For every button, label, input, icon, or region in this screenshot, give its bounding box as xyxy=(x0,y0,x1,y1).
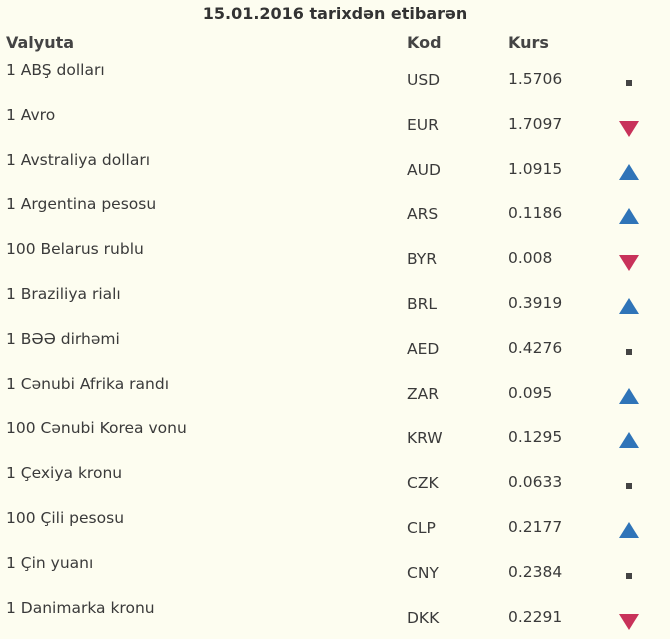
trend-up-icon xyxy=(618,160,640,182)
currency-name: 1 Avro xyxy=(6,105,56,124)
table-row: 100 Çili pesosu CLP 0.2177 xyxy=(0,504,670,549)
currency-name: 1 ABŞ dolları xyxy=(6,61,105,79)
trend-shape xyxy=(619,297,639,314)
trend-shape xyxy=(619,163,639,180)
trend-shape xyxy=(626,572,632,579)
trend-unchanged-icon xyxy=(618,339,640,361)
trend-up-icon xyxy=(618,384,640,406)
trend-shape xyxy=(619,432,639,449)
currency-code: ARS xyxy=(407,205,439,224)
trend-shape xyxy=(626,80,632,86)
table-row: 1 Danimarka kronu DKK 0.2291 xyxy=(0,594,670,639)
trend-shape xyxy=(619,521,639,538)
table-row: 1 Argentina pesosu ARS 0.1186 xyxy=(0,190,670,235)
table-row: 1 BƏƏ dirhəmi AED 0.4276 xyxy=(0,325,670,370)
currency-name: 100 Belarus rublu xyxy=(6,240,144,259)
currency-rate: 0.2177 xyxy=(508,517,563,536)
table-row: 1 Çexiya kronu CZK 0.0633 xyxy=(0,459,670,504)
trend-shape xyxy=(626,483,632,490)
currency-name: 1 Cənubi Afrika randı xyxy=(6,374,170,393)
currency-code: AED xyxy=(407,339,440,358)
trend-up-icon xyxy=(618,204,640,226)
currency-rate: 1.7097 xyxy=(508,114,563,133)
trend-shape xyxy=(619,208,639,225)
currency-rate: 0.095 xyxy=(508,383,553,402)
table-row: 100 Cənubi Korea vonu KRW 0.1295 xyxy=(0,414,670,459)
currency-rate: 1.5706 xyxy=(508,70,563,88)
currency-code: EUR xyxy=(407,115,439,134)
table-row: 1 Avstraliya dolları AUD 1.0915 xyxy=(0,146,670,191)
table-row: 1 Braziliya rialı BRL 0.3919 xyxy=(0,280,670,325)
currency-rate: 0.0633 xyxy=(508,473,563,492)
table-row: 1 ABŞ dolları USD 1.5706 xyxy=(0,56,670,101)
currency-rate: 0.3919 xyxy=(508,293,563,312)
currency-name: 1 Çexiya kronu xyxy=(6,464,123,483)
currency-code: BRL xyxy=(407,294,438,313)
table-header: Valyuta Kod Kurs xyxy=(0,33,670,55)
trend-unchanged-icon xyxy=(618,70,640,92)
currency-rate: 0.1295 xyxy=(508,428,563,447)
currency-name: 1 Çin yuanı xyxy=(6,553,94,572)
trend-unchanged-icon xyxy=(618,473,640,495)
trend-down-icon xyxy=(618,249,640,272)
column-header-code: Kod xyxy=(407,33,442,52)
trend-shape xyxy=(626,348,632,355)
column-header-currency: Valyuta xyxy=(6,33,75,52)
currency-rate: 0.1186 xyxy=(508,204,563,223)
currency-name: 100 Çili pesosu xyxy=(6,508,125,527)
column-header-rate: Kurs xyxy=(508,33,549,52)
currency-code: USD xyxy=(407,71,441,89)
trend-shape xyxy=(619,387,639,404)
currency-name: 1 Danimarka kronu xyxy=(6,598,155,617)
currency-rate: 1.0915 xyxy=(508,159,563,178)
trend-down-icon xyxy=(618,115,640,137)
currency-code: CZK xyxy=(407,474,439,493)
currency-rate: 0.4276 xyxy=(508,338,563,357)
currency-code: DKK xyxy=(407,608,440,627)
currency-code: KRW xyxy=(407,429,443,448)
table-row: 1 Çin yuanı CNY 0.2384 xyxy=(0,549,670,594)
trend-shape xyxy=(619,120,639,137)
trend-up-icon xyxy=(618,294,640,316)
trend-up-icon xyxy=(618,428,640,450)
currency-table: 1 ABŞ dolları USD 1.5706 1 Avro EUR 1.7097 1 A… xyxy=(0,56,670,638)
table-row: 1 Avro EUR 1.7097 xyxy=(0,101,670,146)
currency-code: CLP xyxy=(407,518,436,537)
table-row: 1 Cənubi Afrika randı ZAR 0.095 xyxy=(0,370,670,415)
trend-unchanged-icon xyxy=(618,563,640,585)
table-row: 100 Belarus rublu BYR 0.008 xyxy=(0,235,670,280)
trend-up-icon xyxy=(618,518,640,540)
currency-rate: 0.2384 xyxy=(508,562,563,581)
currency-name: 1 Braziliya rialı xyxy=(6,284,121,303)
currency-name: 1 Avstraliya dolları xyxy=(6,150,151,169)
currency-name: 1 Argentina pesosu xyxy=(6,195,157,214)
trend-down-icon xyxy=(618,608,640,630)
currency-code: BYR xyxy=(407,250,438,269)
currency-name: 100 Cənubi Korea vonu xyxy=(6,419,187,438)
currency-name: 1 BƏƏ dirhəmi xyxy=(6,329,120,348)
trend-shape xyxy=(619,255,639,272)
currency-rate: 0.008 xyxy=(508,249,553,268)
currency-rate: 0.2291 xyxy=(508,607,563,626)
currency-code: CNY xyxy=(407,563,439,582)
currency-code: AUD xyxy=(407,160,441,179)
currency-code: ZAR xyxy=(407,384,439,403)
trend-shape xyxy=(619,613,639,630)
page-title: 15.01.2016 tarixdən etibarən xyxy=(202,4,468,23)
